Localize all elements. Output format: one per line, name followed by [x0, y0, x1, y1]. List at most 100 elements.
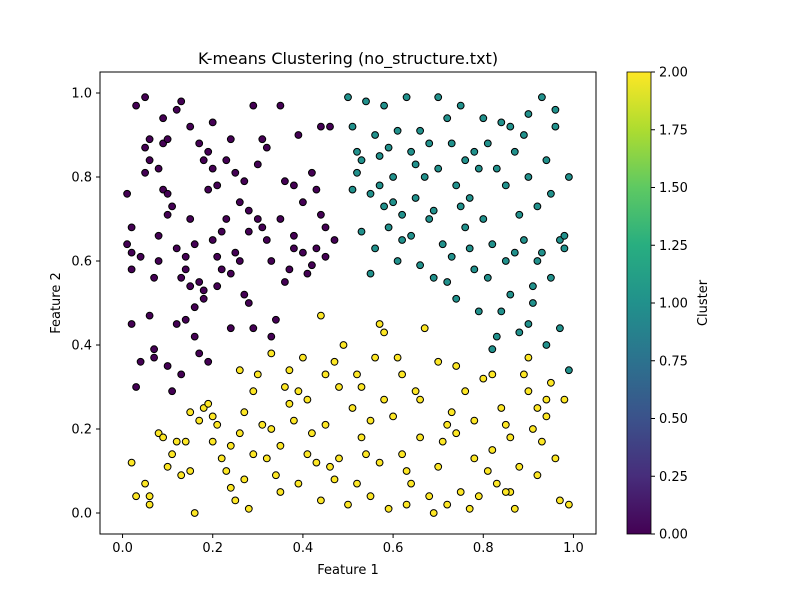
cluster-0-point: [253, 160, 262, 169]
cluster-2-point: [452, 429, 461, 438]
cluster-2-point: [141, 479, 150, 488]
cluster-2-point: [312, 458, 321, 467]
cluster-2-point: [303, 450, 312, 459]
cluster-2-point: [524, 387, 533, 396]
cluster-1-point: [470, 147, 479, 156]
cluster-2-point: [470, 416, 479, 425]
cluster-1-point: [456, 202, 465, 211]
cluster-2-point: [276, 488, 285, 496]
cluster-0-point: [226, 324, 235, 333]
cluster-0-point: [222, 215, 231, 223]
cluster-1-point: [380, 101, 389, 110]
cluster-1-point: [560, 231, 569, 240]
cluster-0-point: [154, 257, 163, 265]
cluster-2-point: [217, 454, 226, 463]
cluster-1-point: [389, 198, 398, 207]
cluster-2-point: [285, 366, 294, 375]
cluster-0-point: [326, 122, 334, 131]
cluster-2-point: [501, 488, 510, 496]
cluster-2-point: [474, 492, 483, 501]
cluster-2-point: [181, 437, 190, 446]
cluster-0-point: [123, 240, 131, 249]
y-tick-label: 0.8: [71, 171, 92, 186]
cluster-0-point: [240, 290, 249, 299]
cluster-1-point: [533, 202, 542, 211]
colorbar-ticks: 0.00 0.25 0.50 0.75 1.00 1.25 1.50 1.75 2.00: [651, 66, 688, 543]
cluster-2-point: [186, 408, 195, 417]
cluster-2-point: [267, 425, 276, 433]
cluster-2-point: [380, 328, 389, 337]
cluster-1-point: [389, 173, 398, 181]
cluster-2-point: [303, 395, 312, 404]
cluster-2-point: [145, 492, 154, 501]
cluster-1-point: [393, 126, 402, 135]
cluster-0-point: [177, 97, 186, 106]
cluster-2-point: [429, 509, 438, 517]
cluster-0-point: [172, 320, 181, 328]
cluster-0-point: [213, 252, 222, 261]
cluster-0-point: [168, 387, 177, 396]
cluster-0-point: [163, 210, 172, 219]
cluster-2-point: [389, 412, 398, 421]
cluster-2-point: [321, 370, 330, 379]
colorbar-tick-label: 0.75: [659, 354, 688, 369]
cluster-2-point: [407, 479, 416, 488]
cluster-0-point: [141, 143, 150, 152]
x-axis-ticks: 0.0 0.2 0.4 0.6 0.8 1.0: [112, 534, 584, 556]
cluster-1-point: [479, 215, 488, 223]
cluster-0-point: [136, 252, 145, 261]
cluster-1-point: [348, 122, 357, 131]
cluster-1-point: [542, 156, 551, 165]
cluster-0-point: [267, 332, 276, 341]
cluster-2-point: [195, 416, 204, 425]
cluster-0-point: [249, 324, 258, 333]
colorbar-tick-label: 1.00: [659, 297, 688, 312]
cluster-2-point: [560, 395, 569, 404]
cluster-2-point: [172, 437, 181, 446]
cluster-2-point: [434, 462, 443, 471]
cluster-0-point: [145, 135, 154, 144]
cluster-1-point: [488, 240, 497, 249]
colorbar-tick-label: 0.50: [659, 412, 688, 427]
cluster-0-point: [308, 168, 316, 177]
cluster-0-point: [262, 143, 271, 152]
cluster-1-point: [434, 164, 443, 173]
cluster-1-point: [506, 122, 515, 131]
cluster-2-point: [375, 320, 384, 328]
cluster-2-point: [317, 311, 325, 320]
cluster-1-point: [411, 194, 420, 202]
cluster-0-point: [181, 252, 190, 261]
cluster-0-point: [199, 156, 208, 165]
cluster-0-point: [290, 244, 298, 253]
x-tick-label: 0.8: [473, 541, 494, 556]
cluster-2-point: [501, 420, 510, 429]
cluster-2-point: [208, 412, 217, 421]
cluster-1-point: [465, 194, 474, 202]
cluster-1-point: [465, 244, 474, 253]
cluster-1-point: [380, 202, 389, 211]
cluster-2-point: [533, 471, 542, 480]
cluster-0-point: [240, 177, 249, 186]
cluster-2-point: [353, 479, 361, 488]
x-tick-label: 0.4: [293, 541, 314, 556]
cluster-1-point: [407, 147, 416, 156]
cluster-2-point: [208, 437, 217, 446]
cluster-1-point: [538, 93, 546, 102]
cluster-2-point: [492, 479, 501, 488]
cluster-0-point: [163, 362, 172, 370]
cluster-1-point: [407, 231, 416, 240]
cluster-1-point: [353, 168, 361, 177]
colorbar: [626, 71, 652, 535]
cluster-1-point: [501, 257, 510, 265]
cluster-2-point: [132, 492, 141, 501]
cluster-2-point: [357, 383, 366, 391]
y-tick-label: 1.0: [71, 87, 92, 102]
cluster-0-point: [285, 265, 294, 274]
cluster-0-point: [199, 286, 208, 295]
cluster-2-point: [510, 504, 519, 513]
cluster-1-point: [520, 236, 528, 244]
x-tick-label: 0.6: [383, 541, 404, 556]
cluster-0-point: [299, 248, 307, 257]
cluster-1-point: [393, 257, 402, 265]
